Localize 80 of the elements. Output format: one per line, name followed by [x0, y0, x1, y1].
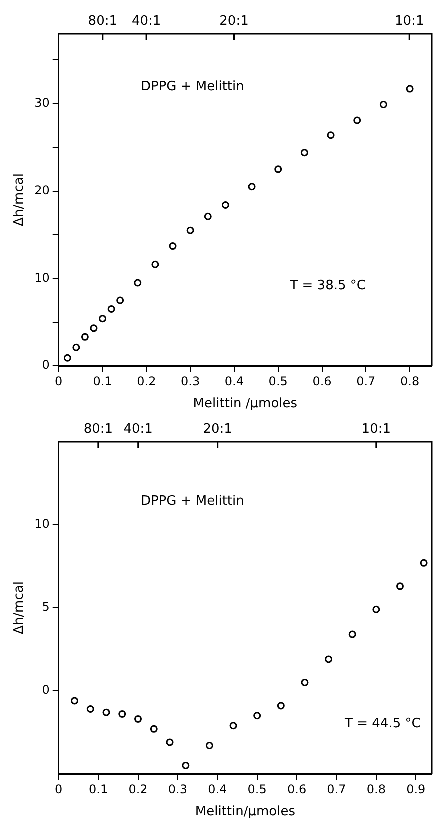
annotation: DPPG + Melittin: [140, 79, 244, 94]
point: [86, 706, 94, 714]
point: [64, 354, 72, 362]
y-tick-label: 0: [42, 683, 50, 698]
text: 80:1: [88, 14, 118, 29]
annotation: DPPG + Melittin: [140, 494, 244, 510]
x-tick-label: 0.5: [268, 374, 288, 388]
y-tick-label: 0: [42, 358, 50, 372]
x-tick-label: 0.3: [181, 374, 200, 388]
x-tick-label: 0.8: [366, 782, 386, 796]
x-tick-label: 0.7: [327, 782, 346, 796]
x-tick-label: 0.8: [400, 374, 420, 388]
y-tick-label: 30: [34, 96, 50, 110]
point: [222, 201, 230, 209]
point: [81, 333, 89, 341]
x-tick-label: 0.5: [248, 782, 267, 796]
point: [325, 656, 333, 664]
point: [277, 702, 285, 710]
point: [116, 296, 124, 304]
point: [166, 738, 174, 746]
x-tick-label: 0.3: [168, 782, 188, 796]
point: [118, 710, 126, 718]
point: [71, 697, 78, 705]
x-tick-label: 0.4: [224, 374, 244, 388]
point: [204, 212, 212, 220]
point: [150, 725, 158, 733]
text: 20:1: [203, 422, 232, 437]
point: [327, 132, 335, 140]
x-tick-label: 0.9: [406, 782, 426, 796]
point: [152, 260, 160, 268]
text: 40:1: [124, 422, 153, 437]
point: [254, 712, 262, 720]
point: [274, 166, 282, 174]
point: [72, 344, 80, 352]
x-tick-label: 0: [55, 782, 63, 796]
x-tick-label: 0.4: [208, 782, 228, 796]
x-tick-label: 0.2: [137, 374, 156, 388]
annotation: T = 44.5 °C: [344, 716, 421, 732]
text: 40:1: [132, 14, 162, 29]
x-tick-label: 0.7: [356, 374, 376, 388]
x-axis-title: Melittin /μmoles: [193, 396, 298, 412]
x-tick-label: 0.1: [93, 374, 112, 388]
x-axis-title: Melittin/μmoles: [195, 804, 296, 820]
y-tick-label: 5: [42, 600, 50, 614]
x-tick-label: 0.1: [89, 782, 108, 796]
y-axis-title: Δh/mcal: [12, 174, 28, 226]
point: [90, 324, 98, 332]
text: 10:1: [362, 422, 392, 437]
point: [206, 742, 214, 750]
point: [186, 226, 194, 234]
point: [406, 85, 414, 93]
text: 10:1: [395, 14, 424, 29]
point: [134, 715, 142, 723]
point: [248, 183, 256, 191]
text: 80:1: [84, 422, 114, 437]
point: [169, 242, 177, 250]
annotation: T = 38.5 °C: [289, 278, 366, 294]
point: [134, 279, 142, 287]
point: [372, 606, 380, 614]
point: [301, 678, 309, 686]
point: [99, 315, 107, 323]
point: [182, 762, 190, 770]
point: [380, 101, 388, 109]
point: [108, 305, 116, 313]
text: 20:1: [220, 14, 249, 29]
point: [396, 582, 404, 590]
y-tick-label: 10: [34, 517, 50, 532]
x-tick-label: 0.6: [287, 782, 307, 796]
point: [354, 116, 362, 124]
point: [102, 708, 110, 716]
y-axis-title: Δh/mcal: [12, 582, 28, 634]
y-tick-label: 10: [34, 270, 50, 285]
point: [348, 630, 356, 638]
point: [300, 149, 308, 157]
x-tick-label: 0: [55, 374, 63, 388]
x-tick-label: 0.6: [312, 374, 332, 388]
y-tick-label: 20: [34, 183, 50, 198]
point: [420, 559, 428, 567]
x-tick-label: 0.2: [128, 782, 148, 796]
point: [230, 722, 238, 730]
